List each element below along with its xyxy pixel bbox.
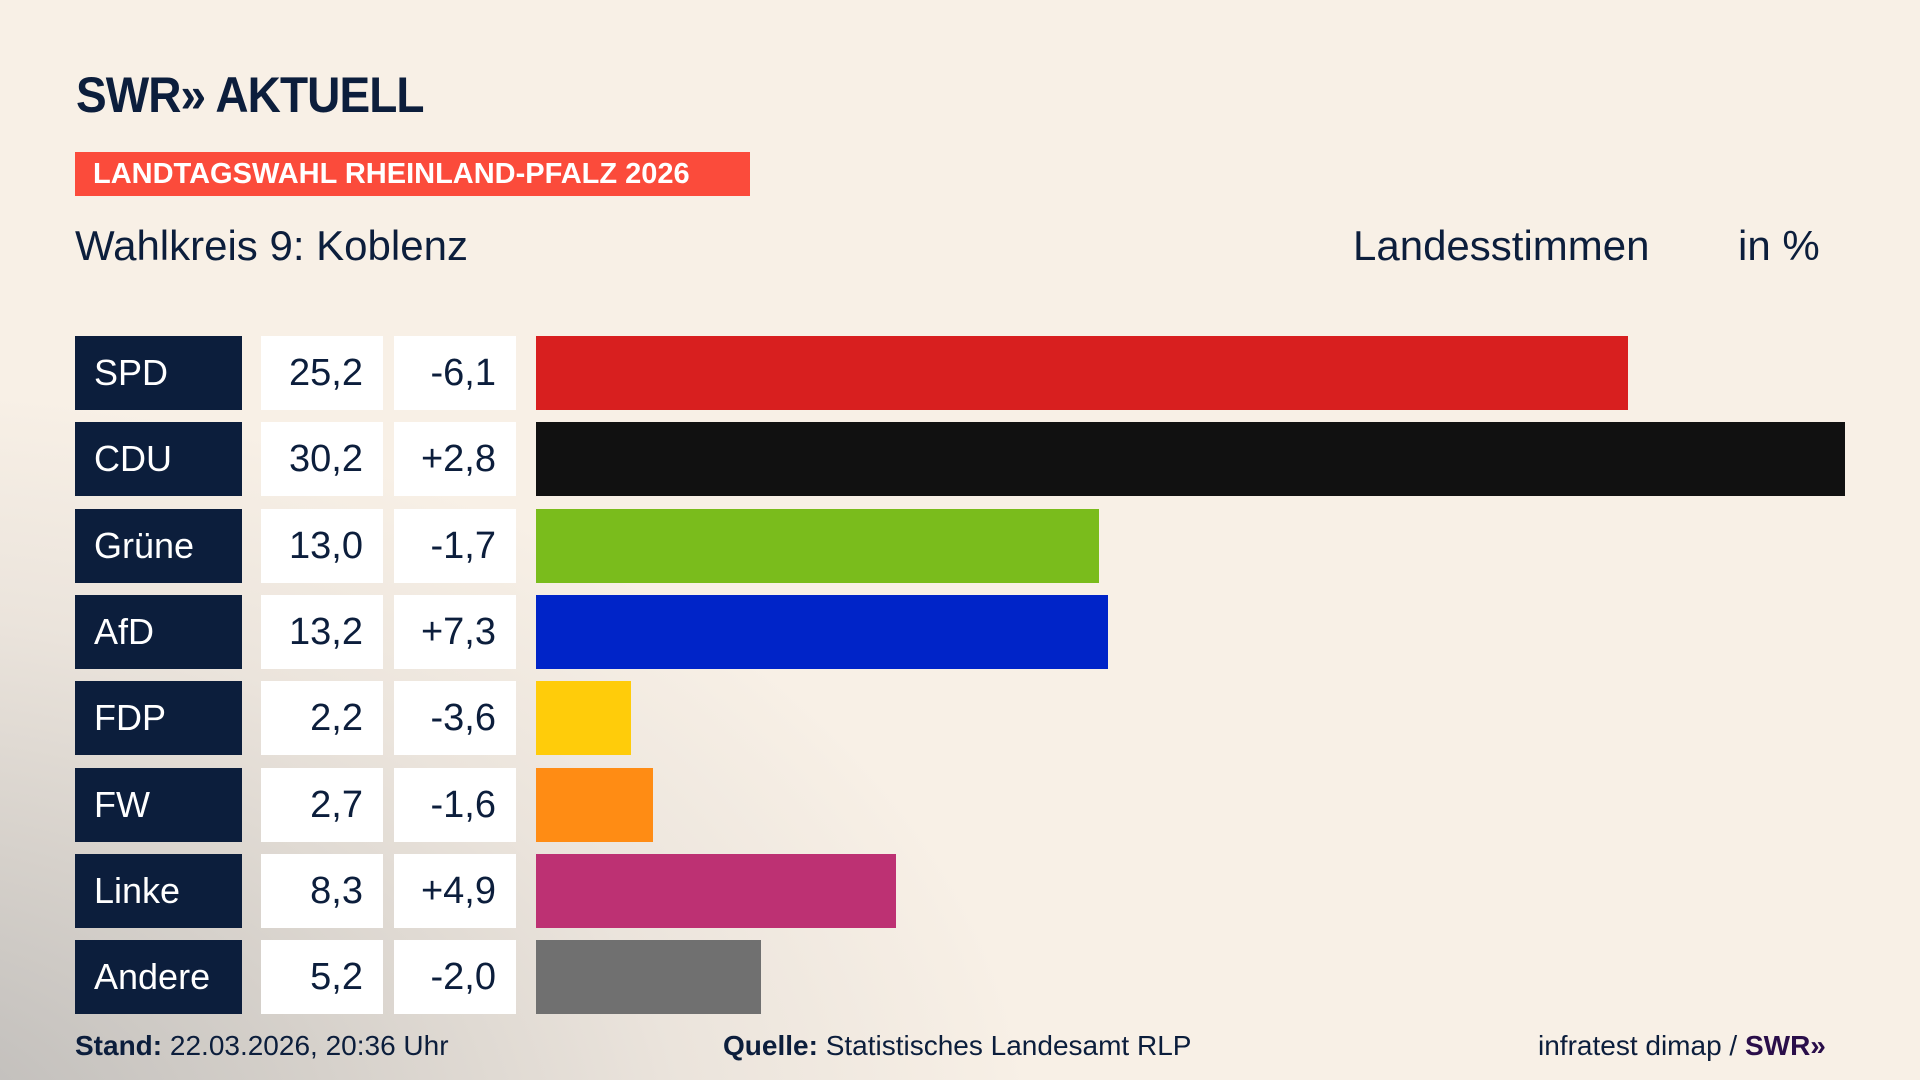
change-label: +7,3 xyxy=(394,594,516,669)
party-label: CDU xyxy=(75,422,242,497)
change-label: +2,8 xyxy=(394,422,516,497)
change-label: -1,7 xyxy=(394,508,516,583)
election-banner: LANDTAGSWAHL RHEINLAND-PFALZ 2026 xyxy=(75,152,750,196)
party-label: Linke xyxy=(75,853,242,928)
value-label: 13,2 xyxy=(261,594,383,669)
unit-label: in % xyxy=(1738,222,1820,269)
change-label: -3,6 xyxy=(394,681,516,756)
bar-fdp xyxy=(536,681,632,756)
value-label: 30,2 xyxy=(261,422,383,497)
bar-andere xyxy=(536,940,762,1015)
party-label: AfD xyxy=(75,594,242,669)
change-label: -6,1 xyxy=(394,336,516,410)
source-value: Statistisches Landesamt RLP xyxy=(825,1030,1192,1061)
credit: infratest dimap / SWR» xyxy=(1538,1030,1826,1062)
value-label: 2,7 xyxy=(261,767,383,842)
change-label: -1,6 xyxy=(394,767,516,842)
value-label: 2,2 xyxy=(261,681,383,756)
stand-value: 22.03.2026, 20:36 Uhr xyxy=(169,1030,449,1061)
value-label: 25,2 xyxy=(261,336,383,410)
source: Quelle: Statistisches Landesamt RLP xyxy=(723,1030,1191,1062)
bar-spd xyxy=(536,336,1629,410)
value-label: 8,3 xyxy=(261,853,383,928)
value-label: 5,2 xyxy=(261,940,383,1015)
credit-text: infratest dimap / xyxy=(1538,1030,1738,1061)
change-label: +4,9 xyxy=(394,853,516,928)
swr-logo: SWR» xyxy=(1744,1030,1826,1061)
bar-grüne xyxy=(536,508,1100,583)
party-label: SPD xyxy=(75,336,242,410)
chart-row: AfD 13,2 +7,3 xyxy=(75,594,1875,669)
bar-afd xyxy=(536,594,1109,669)
source-label: Quelle: xyxy=(723,1030,818,1061)
party-label: Andere xyxy=(75,940,242,1015)
chart-row: Andere 5,2 -2,0 xyxy=(75,940,1875,1015)
measure-label: Landesstimmen xyxy=(1353,222,1650,269)
bar-fw xyxy=(536,767,654,842)
party-label: Grüne xyxy=(75,508,242,583)
chart-row: Grüne 13,0 -1,7 xyxy=(75,508,1875,583)
bar-cdu xyxy=(536,422,1845,497)
party-label: FW xyxy=(75,767,242,842)
chart-row: Linke 8,3 +4,9 xyxy=(75,853,1875,928)
change-label: -2,0 xyxy=(394,940,516,1015)
timestamp: Stand: 22.03.2026, 20:36 Uhr xyxy=(75,1030,449,1062)
chart-row: FW 2,7 -1,6 xyxy=(75,767,1875,842)
chart-row: FDP 2,2 -3,6 xyxy=(75,681,1875,756)
swr-aktuell-logo: SWR» AKTUELL xyxy=(76,67,424,123)
chart-row: SPD 25,2 -6,1 xyxy=(75,336,1875,410)
bar-linke xyxy=(536,853,896,928)
stand-label: Stand: xyxy=(75,1030,163,1061)
party-label: FDP xyxy=(75,681,242,756)
chart-row: CDU 30,2 +2,8 xyxy=(75,422,1875,497)
page-title: Wahlkreis 9: Koblenz xyxy=(75,222,468,269)
value-label: 13,0 xyxy=(261,508,383,583)
